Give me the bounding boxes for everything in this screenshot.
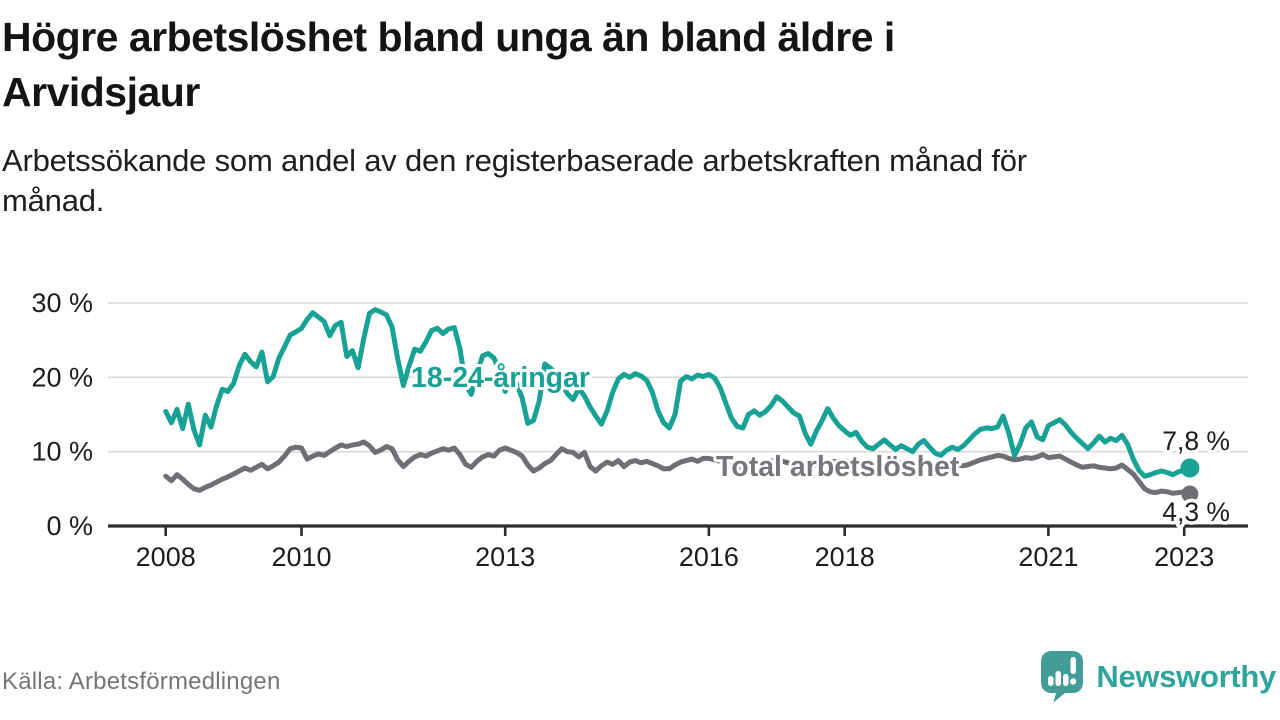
x-tick-label-2021: 2021: [1018, 542, 1078, 572]
x-tick-label-2010: 2010: [271, 542, 331, 572]
y-tick-label-0: 0 %: [46, 511, 93, 541]
series-end-label-1: 4,3 %: [1162, 497, 1230, 527]
series-end-dot-1: [1181, 485, 1199, 503]
y-tick-label-20: 20 %: [31, 362, 93, 392]
series-line-0: [163, 307, 1193, 479]
x-tick-label-2016: 2016: [679, 542, 739, 572]
logo-bar-3: [1063, 674, 1069, 686]
series-label-0: 18-24-åringar: [411, 362, 590, 394]
series-label-1: Total arbetslöshet: [716, 451, 960, 483]
logo-exclamation-bar: [1070, 657, 1077, 674]
x-tick-label-2013: 2013: [475, 542, 535, 572]
logo-bar-2: [1055, 671, 1062, 686]
logo-bar-1: [1048, 676, 1054, 686]
x-tick-label-2018: 2018: [815, 542, 875, 572]
source-note: Källa: Arbetsförmedlingen: [2, 668, 281, 695]
chart-header: Högre arbetslöshet bland unga än bland ä…: [2, 10, 1262, 222]
series-end-dot-0: [1180, 458, 1200, 478]
series-line-1: [163, 439, 1193, 497]
y-tick-label-30: 30 %: [31, 288, 93, 318]
newsworthy-brand: Newsworthy: [1040, 650, 1276, 704]
x-tick-label-2008: 2008: [136, 542, 196, 572]
chart-canvas: 2008 2010 2013 2016 2018 2021 2023 0 % 10 % 20 % 3…: [31, 288, 1248, 572]
page-title: Högre arbetslöshet bland unga än bland ä…: [2, 14, 895, 115]
newsworthy-logo-icon: [1041, 651, 1084, 703]
line-chart: 2008 2010 2013 2016 2018 2021 2023 0 % 10 % 20 % 3…: [0, 270, 1280, 585]
series-end-label-0: 7,8 %: [1162, 426, 1230, 456]
page-subtitle: Arbetssökande som andel av den registerb…: [2, 143, 1027, 219]
y-tick-label-10: 10 %: [31, 437, 93, 467]
logo-exclamation-dot: [1070, 678, 1077, 685]
brand-wordmark: Newsworthy: [1096, 659, 1276, 694]
x-tick-label-2023: 2023: [1154, 542, 1214, 572]
logo-bubble: [1041, 651, 1084, 703]
